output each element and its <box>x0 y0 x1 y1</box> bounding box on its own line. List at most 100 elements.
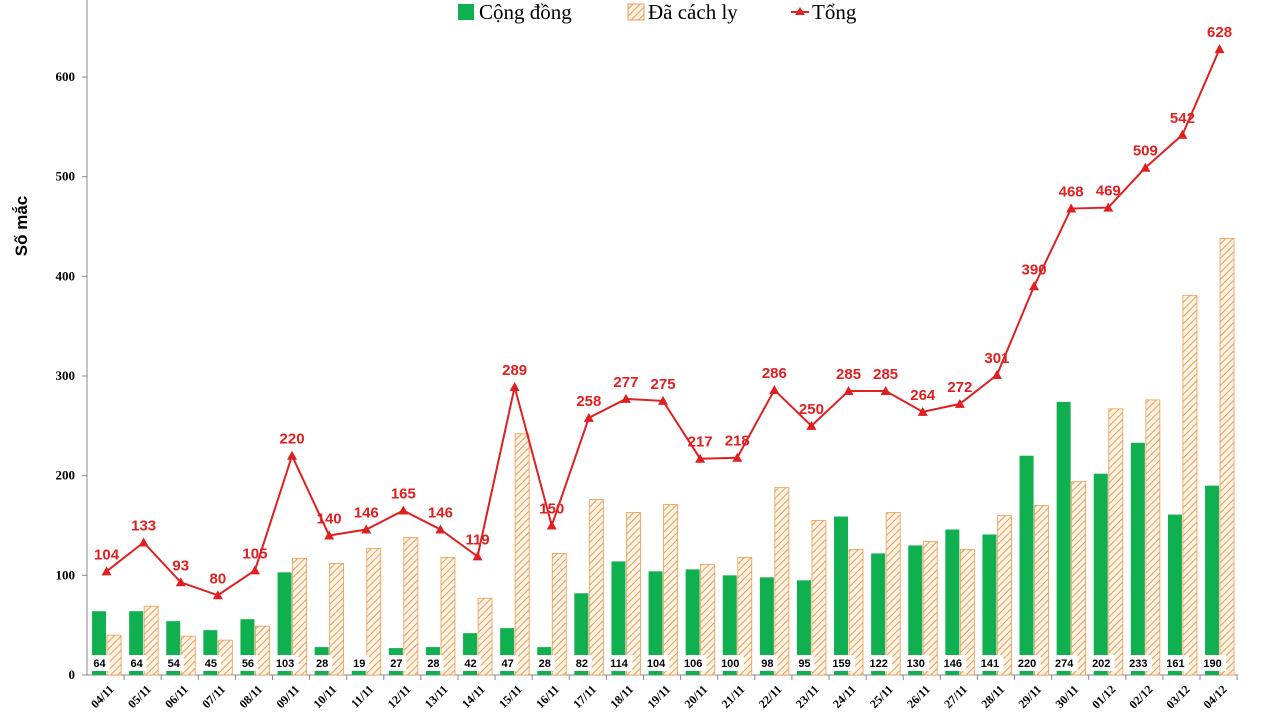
total-marker <box>287 450 298 460</box>
total-value-label: 105 <box>242 545 267 562</box>
bar-community <box>574 593 589 675</box>
y-tick-label: 200 <box>56 468 76 483</box>
total-value-label: 277 <box>613 374 638 391</box>
x-tick-label: 06/11 <box>162 682 191 711</box>
community-value-label: 190 <box>1203 658 1221 670</box>
x-tick-label: 18/11 <box>607 682 636 711</box>
x-tick-label: 05/11 <box>125 682 154 711</box>
community-value-label: 64 <box>93 658 106 670</box>
community-value-label: 54 <box>168 658 181 670</box>
total-value-label: 275 <box>651 376 676 393</box>
x-tick-label: 28/11 <box>978 682 1007 711</box>
bar-community <box>796 580 811 675</box>
community-value-box <box>460 655 481 671</box>
total-value-label: 119 <box>465 531 489 548</box>
bar-quarantined <box>366 548 382 676</box>
community-value-label: 28 <box>427 658 439 670</box>
x-tick-label: 14/11 <box>459 682 488 711</box>
community-value-box <box>642 655 670 671</box>
total-marker <box>769 384 780 394</box>
x-tick-label: 16/11 <box>533 682 562 711</box>
bar-quarantined <box>514 433 530 676</box>
total-marker <box>880 385 891 395</box>
total-value-label: 468 <box>1059 184 1084 201</box>
community-value-label: 159 <box>832 658 850 670</box>
bar-community <box>722 575 737 675</box>
total-value-label: 289 <box>502 362 527 379</box>
total-value-label: 285 <box>873 366 898 383</box>
bar-quarantined <box>1034 505 1049 676</box>
bar-quarantined <box>403 537 419 676</box>
legend-label-quarantined: Đã cách ly <box>648 0 738 24</box>
total-marker <box>954 398 965 408</box>
y-axis-title: Số mắc <box>12 196 31 256</box>
total-marker <box>583 412 594 422</box>
community-value-label: 45 <box>205 658 217 670</box>
bar-community <box>908 545 923 675</box>
total-marker <box>546 520 557 530</box>
community-value-label: 274 <box>1055 658 1074 670</box>
x-tick-label: 17/11 <box>570 682 599 711</box>
total-marker <box>1103 202 1114 212</box>
community-value-label: 220 <box>1018 658 1036 670</box>
total-value-label: 146 <box>428 504 453 521</box>
community-value-box <box>571 655 592 671</box>
x-tick-label: 02/12 <box>1126 682 1155 711</box>
community-value-label: 122 <box>869 658 887 670</box>
total-value-label: 133 <box>131 517 156 534</box>
bar-community <box>759 577 774 675</box>
legend: Cộng đồng Đã cách ly Tổng <box>458 0 857 24</box>
total-marker <box>398 505 409 515</box>
community-value-label: 233 <box>1129 658 1147 670</box>
bar-quarantined <box>1108 408 1124 676</box>
x-tick-label: 22/11 <box>756 682 785 711</box>
community-value-box <box>126 655 147 671</box>
total-marker <box>732 452 743 462</box>
bar-quarantined <box>551 553 567 676</box>
total-marker <box>175 577 186 587</box>
community-value-box <box>1199 655 1227 671</box>
x-tick-label: 09/11 <box>273 682 302 711</box>
bar-quarantined <box>959 549 975 676</box>
community-value-box <box>386 655 407 671</box>
bar-community <box>1130 442 1145 675</box>
community-value-label: 56 <box>242 658 254 670</box>
community-value-label: 106 <box>684 658 702 670</box>
total-value-label: 301 <box>984 350 1009 367</box>
community-value-box <box>605 655 633 671</box>
bar-quarantined <box>1145 399 1161 676</box>
bar-quarantined <box>477 597 493 676</box>
x-tick-label: 26/11 <box>904 682 933 711</box>
x-tick-label: 29/11 <box>1015 682 1044 711</box>
total-marker <box>212 590 223 600</box>
total-value-label: 390 <box>1022 261 1047 278</box>
total-marker <box>620 393 631 403</box>
total-value-label: 146 <box>354 504 379 521</box>
community-value-box <box>163 655 184 671</box>
total-value-label: 272 <box>947 379 972 396</box>
community-value-labels: 64 64 54 45 56 103 28 19 27 28 42 47 28 82 114 104 106 10… <box>89 655 1227 671</box>
community-value-box <box>679 655 707 671</box>
x-tick-label: 08/11 <box>236 682 265 711</box>
community-value-box <box>865 655 893 671</box>
community-value-label: 47 <box>502 658 514 670</box>
community-value-label: 104 <box>647 658 666 670</box>
total-value-label: 220 <box>280 431 305 448</box>
community-value-label: 130 <box>907 658 925 670</box>
total-marker <box>806 420 817 430</box>
total-value-label: 628 <box>1207 24 1232 41</box>
y-axis-ticks: 0 100 200 300 400 500 600 <box>56 69 87 682</box>
x-tick-label: 01/12 <box>1089 682 1118 711</box>
total-value-label: 258 <box>576 393 601 410</box>
total-value-label: 285 <box>836 366 861 383</box>
bar-quarantined <box>1219 238 1235 676</box>
bar-quarantined <box>292 557 307 676</box>
community-value-box <box>89 655 110 671</box>
community-value-box <box>534 655 555 671</box>
bar-community <box>611 561 626 675</box>
total-marker <box>1140 162 1151 172</box>
total-marker <box>138 537 149 547</box>
x-tick-label: 04/12 <box>1200 682 1229 711</box>
y-tick-label: 0 <box>69 667 76 682</box>
bar-community <box>1205 485 1220 675</box>
